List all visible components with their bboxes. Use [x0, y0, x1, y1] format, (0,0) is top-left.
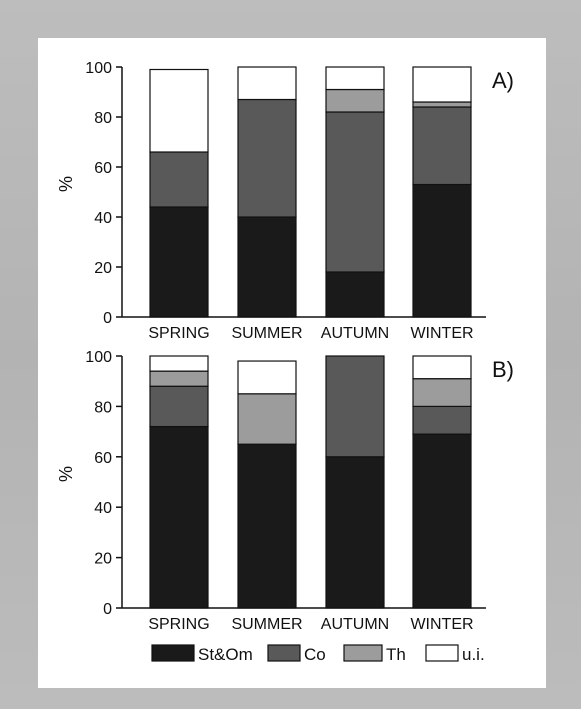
bar-segment-spring-co [150, 386, 208, 426]
x-category-label: SPRING [148, 616, 209, 633]
bar-segment-spring-co [150, 152, 208, 207]
legend-label: St&Om [198, 645, 253, 664]
chart-panel-a: 0 20 40 60 80 100% A) SPRING SUMMER AUTUMN WINTER [56, 60, 514, 342]
legend-label: Co [304, 645, 326, 664]
y-tick-label: 80 [94, 399, 112, 416]
bar-segment-winter-co [413, 107, 471, 185]
legend-item: St&Om [152, 645, 253, 664]
y-tick-label: 0 [103, 310, 112, 327]
y-axis-label: % [56, 176, 76, 192]
bar-segment-spring-stom [150, 207, 208, 317]
chart-panel-b: 0 20 40 60 80 100% B) SPRING SUMMER AUTUMN WINTER [56, 349, 514, 633]
legend-swatch [426, 645, 458, 661]
legend-label: u.i. [462, 645, 485, 664]
y-tick-label: 0 [103, 601, 112, 618]
x-category-label: AUTUMN [321, 616, 389, 633]
bar-segment-autumn-ui [326, 67, 384, 90]
bar-segment-winter-th [413, 379, 471, 407]
bar-segment-winter-co [413, 406, 471, 434]
y-tick-label: 60 [94, 450, 112, 467]
y-axis-label: % [56, 466, 76, 482]
y-tick-label: 40 [94, 210, 112, 227]
legend-swatch [268, 645, 300, 661]
bar-segment-summer-stom [238, 444, 296, 608]
y-tick-label: 20 [94, 260, 112, 277]
x-category-label: SUMMER [231, 325, 302, 342]
legend: St&Om Co Th u.i. [152, 645, 485, 664]
x-category-label: WINTER [410, 616, 473, 633]
legend-label: Th [386, 645, 406, 664]
bar-segment-autumn-th [326, 90, 384, 113]
bar-segment-autumn-stom [326, 272, 384, 317]
y-tick-label: 40 [94, 500, 112, 517]
legend-item: Th [344, 645, 406, 664]
bar-segment-summer-co [238, 100, 296, 218]
bar-segment-spring-th [150, 371, 208, 386]
bar-segment-spring-ui [150, 70, 208, 153]
y-tick-label: 80 [94, 110, 112, 127]
bar-segment-autumn-co [326, 112, 384, 272]
y-tick-label: 100 [85, 60, 112, 77]
bar-segment-summer-ui [238, 361, 296, 394]
bar-segment-winter-ui [413, 356, 471, 379]
bar-segment-spring-stom [150, 427, 208, 608]
x-category-label: SUMMER [231, 616, 302, 633]
bar-segment-summer-th [238, 394, 296, 444]
x-category-label: SPRING [148, 325, 209, 342]
legend-swatch [344, 645, 382, 661]
bar-segment-autumn-stom [326, 457, 384, 608]
bar-segment-summer-ui [238, 67, 296, 100]
bar-segment-summer-stom [238, 217, 296, 317]
y-tick-label: 20 [94, 551, 112, 568]
panel-label: A) [492, 68, 514, 93]
legend-swatch [152, 645, 194, 661]
bar-segment-winter-stom [413, 185, 471, 318]
bar-segment-winter-ui [413, 67, 471, 102]
y-tick-label: 60 [94, 160, 112, 177]
bar-segment-spring-ui [150, 356, 208, 371]
panel-label: B) [492, 357, 514, 382]
y-tick-label: 100 [85, 349, 112, 366]
bar-segment-autumn-co [326, 356, 384, 457]
x-category-label: AUTUMN [321, 325, 389, 342]
legend-item: u.i. [426, 645, 485, 664]
bar-segment-winter-stom [413, 434, 471, 608]
bar-segment-winter-th [413, 102, 471, 107]
x-category-label: WINTER [410, 325, 473, 342]
legend-item: Co [268, 645, 326, 664]
